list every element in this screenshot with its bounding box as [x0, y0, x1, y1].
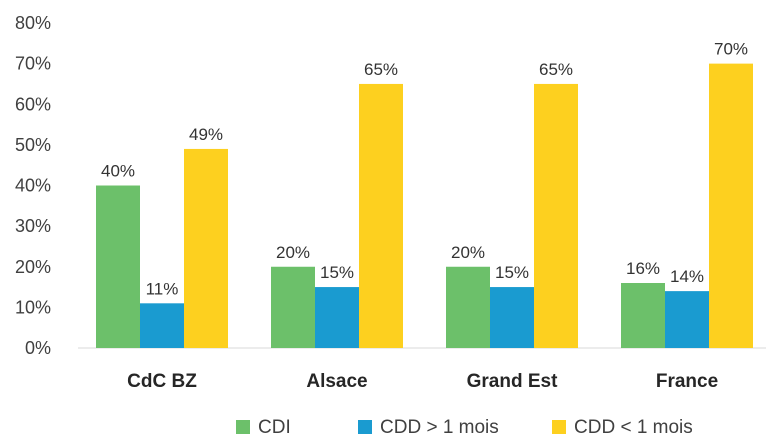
y-tick-label: 60%	[15, 94, 51, 114]
y-tick-label: 30%	[15, 216, 51, 236]
bar	[621, 283, 665, 348]
y-tick-label: 10%	[15, 297, 51, 317]
legend-label: CDD > 1 mois	[380, 417, 499, 437]
y-tick-label: 50%	[15, 135, 51, 155]
bar	[665, 291, 709, 348]
data-label: 15%	[320, 263, 354, 282]
bar	[490, 287, 534, 348]
data-label: 20%	[451, 243, 485, 262]
bar	[140, 303, 184, 348]
category-labels: CdC BZ Alsace Grand Est France	[127, 371, 718, 392]
y-tick-label: 80%	[15, 13, 51, 33]
bar	[271, 266, 315, 348]
y-tick-label: 0%	[25, 338, 51, 358]
bars	[96, 63, 753, 348]
data-label: 70%	[714, 40, 748, 59]
y-tick-label: 40%	[15, 176, 51, 196]
category-label: CdC BZ	[127, 371, 197, 392]
legend-label: CDD < 1 mois	[574, 417, 693, 437]
data-label: 15%	[495, 263, 529, 282]
legend-label: CDI	[258, 417, 291, 437]
data-label: 16%	[626, 259, 660, 278]
data-label: 65%	[539, 60, 573, 79]
data-label: 40%	[101, 162, 135, 181]
data-label: 14%	[670, 267, 704, 286]
data-label: 20%	[276, 243, 310, 262]
bar	[315, 287, 359, 348]
category-label: Grand Est	[467, 371, 558, 392]
data-label: 11%	[146, 279, 179, 298]
data-labels: 40% 20% 20% 16% 11% 15% 15% 14% 49% 65% 65% 70%	[101, 40, 748, 299]
legend-swatch	[552, 420, 566, 434]
bar	[359, 83, 403, 348]
data-label: 49%	[189, 125, 223, 144]
legend-swatch	[358, 420, 372, 434]
legend-swatch	[236, 420, 250, 434]
bar	[96, 185, 140, 348]
category-label: Alsace	[306, 371, 367, 392]
legend: CDI CDD > 1 mois CDD < 1 mois	[236, 417, 693, 437]
bar	[534, 83, 578, 348]
bar	[709, 63, 753, 348]
bar	[184, 148, 228, 348]
y-axis-ticks: 0% 10% 20% 30% 40% 50% 60% 70% 80%	[15, 13, 51, 358]
bar	[446, 266, 490, 348]
y-tick-label: 20%	[15, 257, 51, 277]
data-label: 65%	[364, 60, 398, 79]
category-label: France	[656, 371, 718, 392]
y-tick-label: 70%	[15, 54, 51, 74]
